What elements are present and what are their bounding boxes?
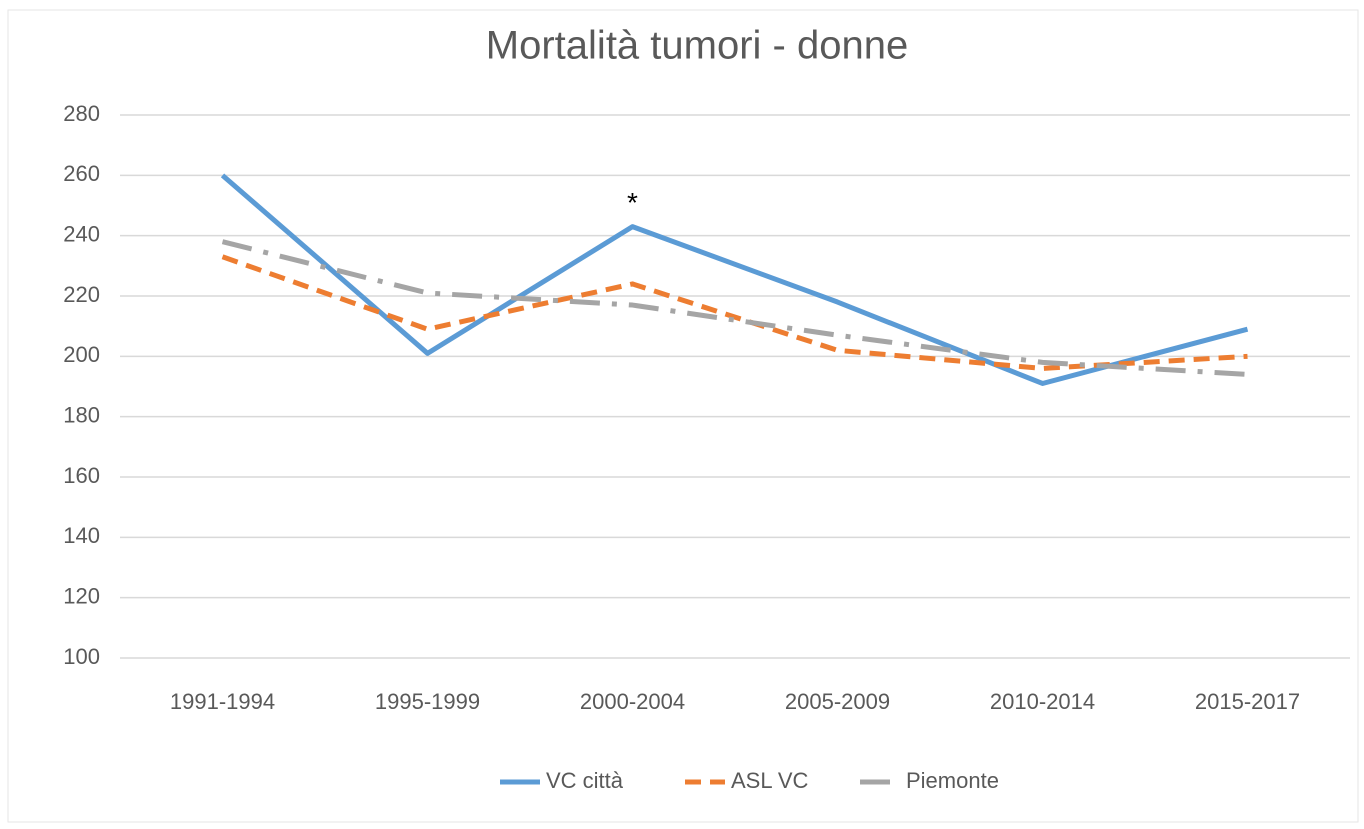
y-tick-label: 200: [63, 342, 100, 367]
y-tick-label: 220: [63, 282, 100, 307]
y-tick-label: 180: [63, 402, 100, 427]
y-tick-label: 240: [63, 221, 100, 246]
y-tick-label: 160: [63, 463, 100, 488]
y-tick-label: 260: [63, 161, 100, 186]
legend-label: Piemonte: [906, 768, 999, 793]
legend-label: ASL VC: [731, 768, 809, 793]
x-tick-label: 2015-2017: [1195, 689, 1300, 714]
annotation: *: [627, 187, 638, 218]
series-line: [221, 254, 1248, 371]
x-tick-label: 2005-2009: [785, 689, 890, 714]
y-tick-label: 140: [63, 523, 100, 548]
x-tick-label: 2010-2014: [990, 689, 1095, 714]
y-tick-label: 100: [63, 644, 100, 669]
x-tick-label: 1991-1994: [170, 689, 275, 714]
series-line: [220, 173, 1249, 386]
x-tick-label: 2000-2004: [580, 689, 685, 714]
y-tick-label: 120: [63, 583, 100, 608]
x-tick-label: 1995-1999: [375, 689, 480, 714]
y-tick-label: 280: [63, 101, 100, 126]
legend-label: VC città: [546, 768, 624, 793]
chart-title: Mortalità tumori - donne: [486, 24, 908, 68]
